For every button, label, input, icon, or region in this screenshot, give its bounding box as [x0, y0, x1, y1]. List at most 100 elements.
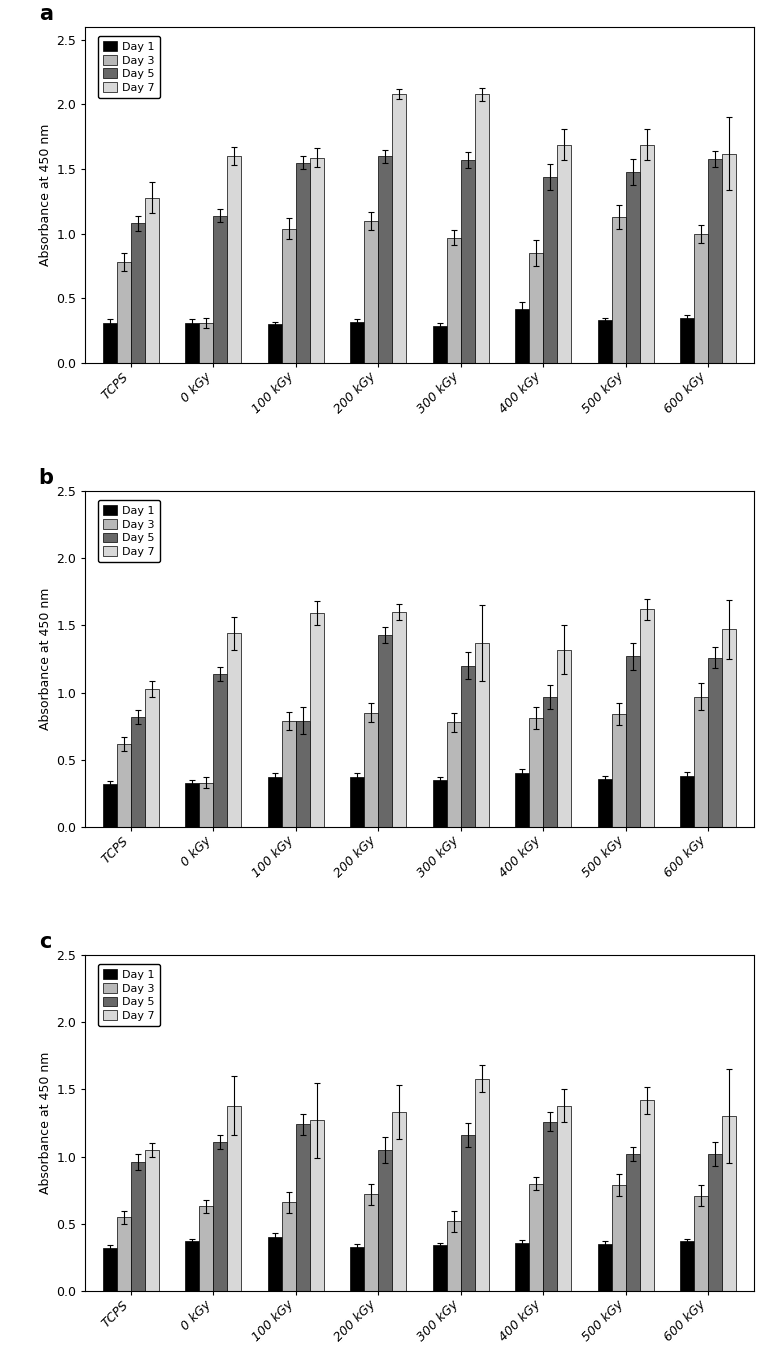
Bar [639, 609, 654, 827]
Bar [695, 234, 709, 363]
Bar [557, 1106, 571, 1291]
Bar [447, 238, 461, 363]
Bar [117, 262, 131, 363]
Y-axis label: Absorbance at 450 nm: Absorbance at 450 nm [40, 124, 52, 266]
Bar [131, 717, 145, 827]
Y-axis label: Absorbance at 450 nm: Absorbance at 450 nm [40, 588, 52, 730]
Bar [529, 718, 543, 827]
Bar [310, 1120, 324, 1291]
Bar [709, 159, 723, 363]
Bar [378, 1150, 392, 1291]
Bar [103, 784, 117, 827]
Bar [723, 629, 737, 827]
Bar [350, 1247, 364, 1291]
Bar [200, 783, 214, 827]
Bar [282, 229, 296, 363]
Bar [598, 320, 611, 363]
Bar [447, 722, 461, 827]
Bar [598, 779, 611, 827]
Text: b: b [39, 468, 54, 488]
Bar [598, 1244, 611, 1291]
Bar [695, 697, 709, 827]
Bar [364, 1194, 378, 1291]
Bar [611, 714, 625, 827]
Bar [475, 643, 489, 827]
Bar [145, 198, 159, 363]
Bar [529, 253, 543, 363]
Text: c: c [39, 932, 51, 952]
Bar [296, 1124, 310, 1291]
Bar [543, 1122, 557, 1291]
Bar [214, 674, 228, 827]
Bar [475, 94, 489, 363]
Bar [447, 1221, 461, 1291]
Bar [185, 323, 200, 363]
Bar [557, 145, 571, 363]
Bar [378, 635, 392, 827]
Bar [695, 1196, 709, 1291]
Bar [268, 324, 282, 363]
Text: a: a [39, 4, 53, 24]
Bar [681, 776, 695, 827]
Bar [228, 156, 242, 363]
Bar [392, 94, 406, 363]
Bar [214, 1142, 228, 1291]
Bar [392, 1112, 406, 1291]
Bar [461, 666, 475, 827]
Bar [625, 656, 639, 827]
Bar [103, 323, 117, 363]
Bar [200, 1206, 214, 1291]
Bar [200, 323, 214, 363]
Bar [723, 153, 737, 363]
Bar [681, 1241, 695, 1291]
Bar [709, 658, 723, 827]
Bar [310, 613, 324, 827]
Legend: Day 1, Day 3, Day 5, Day 7: Day 1, Day 3, Day 5, Day 7 [98, 500, 160, 562]
Bar [296, 163, 310, 363]
Y-axis label: Absorbance at 450 nm: Absorbance at 450 nm [40, 1052, 52, 1194]
Bar [475, 1079, 489, 1291]
Bar [117, 744, 131, 827]
Bar [611, 1185, 625, 1291]
Bar [214, 215, 228, 363]
Bar [709, 1154, 723, 1291]
Bar [131, 1162, 145, 1291]
Bar [228, 1106, 242, 1291]
Bar [117, 1217, 131, 1291]
Bar [529, 1184, 543, 1291]
Bar [433, 1245, 447, 1291]
Bar [364, 713, 378, 827]
Bar [723, 1116, 737, 1291]
Bar [392, 612, 406, 827]
Bar [461, 1135, 475, 1291]
Bar [639, 145, 654, 363]
Bar [625, 172, 639, 363]
Bar [625, 1154, 639, 1291]
Bar [268, 1237, 282, 1291]
Bar [639, 1100, 654, 1291]
Bar [378, 156, 392, 363]
Bar [611, 217, 625, 363]
Bar [185, 783, 200, 827]
Bar [296, 721, 310, 827]
Legend: Day 1, Day 3, Day 5, Day 7: Day 1, Day 3, Day 5, Day 7 [98, 36, 160, 98]
Bar [350, 777, 364, 827]
Bar [364, 221, 378, 363]
Bar [461, 160, 475, 363]
Bar [145, 689, 159, 827]
Bar [185, 1241, 200, 1291]
Bar [350, 321, 364, 363]
Bar [145, 1150, 159, 1291]
Bar [515, 309, 529, 363]
Bar [515, 773, 529, 827]
Bar [433, 780, 447, 827]
Bar [515, 1243, 529, 1291]
Bar [131, 223, 145, 363]
Bar [310, 157, 324, 363]
Bar [433, 325, 447, 363]
Bar [282, 1202, 296, 1291]
Bar [268, 777, 282, 827]
Bar [228, 633, 242, 827]
Bar [557, 650, 571, 827]
Bar [543, 178, 557, 363]
